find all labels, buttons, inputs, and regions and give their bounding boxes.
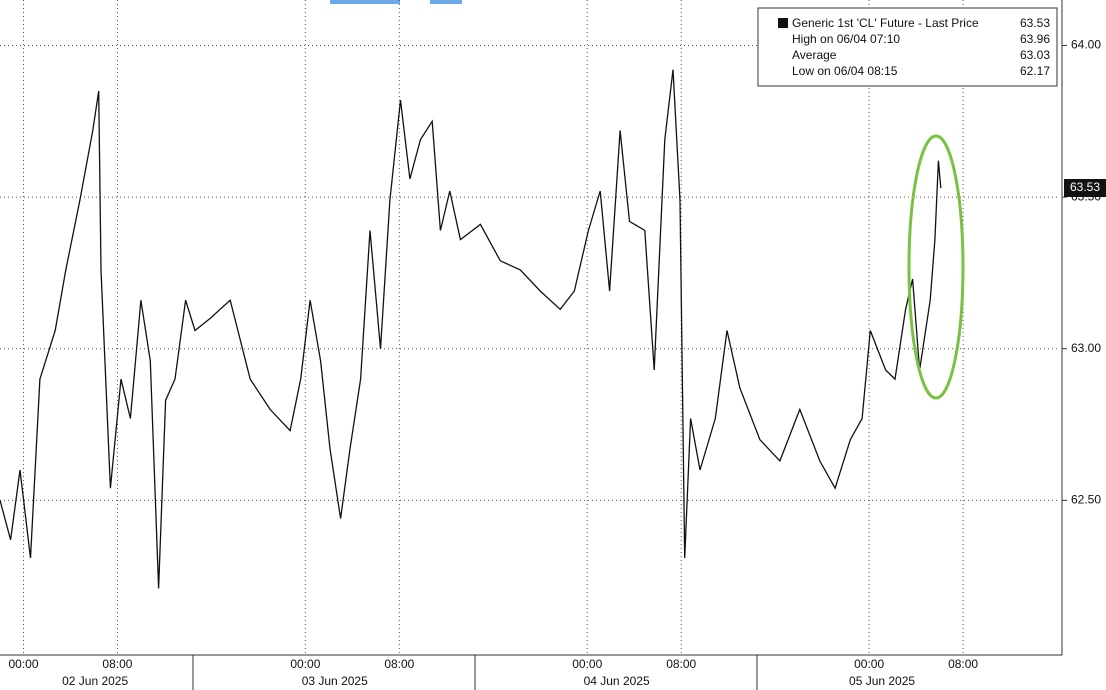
date-label: 05 Jun 2025 bbox=[849, 674, 915, 688]
legend-label: High on 06/04 07:10 bbox=[792, 32, 900, 46]
y-tick-label: 64.00 bbox=[1071, 38, 1101, 52]
plot bbox=[0, 0, 1060, 655]
x-tick-label: 08:00 bbox=[666, 657, 696, 671]
date-label: 03 Jun 2025 bbox=[302, 674, 368, 688]
highlight-ellipse bbox=[907, 134, 965, 400]
legend-label: Generic 1st 'CL' Future - Last Price bbox=[792, 16, 979, 30]
legend-value: 62.17 bbox=[1020, 64, 1050, 78]
date-label: 02 Jun 2025 bbox=[62, 674, 128, 688]
x-tick-label: 08:00 bbox=[102, 657, 132, 671]
legend: Generic 1st 'CL' Future - Last Price 63.… bbox=[757, 7, 1058, 87]
legend-value: 63.03 bbox=[1020, 48, 1050, 62]
y-tick-label: 62.50 bbox=[1071, 493, 1101, 507]
date-label: 04 Jun 2025 bbox=[584, 674, 650, 688]
legend-value: 63.96 bbox=[1020, 32, 1050, 46]
top-tab bbox=[330, 0, 400, 4]
legend-box bbox=[757, 7, 1058, 87]
x-tick-label: 00:00 bbox=[854, 657, 884, 671]
legend-label: Low on 06/04 08:15 bbox=[792, 64, 898, 78]
legend-value: 63.53 bbox=[1020, 16, 1050, 30]
legend-swatch bbox=[778, 18, 788, 28]
top-tab bbox=[430, 0, 462, 4]
price-line bbox=[0, 69, 942, 589]
last-price-label: 63.53 bbox=[1070, 180, 1100, 194]
x-tick-label: 08:00 bbox=[948, 657, 978, 671]
legend-label: Average bbox=[792, 48, 837, 62]
y-tick-label: 63.00 bbox=[1071, 341, 1101, 355]
x-tick-label: 00:00 bbox=[290, 657, 320, 671]
x-tick-label: 00:00 bbox=[572, 657, 602, 671]
x-tick-label: 00:00 bbox=[8, 657, 38, 671]
last-price-tag bbox=[1064, 179, 1106, 198]
x-tick-label: 08:00 bbox=[384, 657, 414, 671]
